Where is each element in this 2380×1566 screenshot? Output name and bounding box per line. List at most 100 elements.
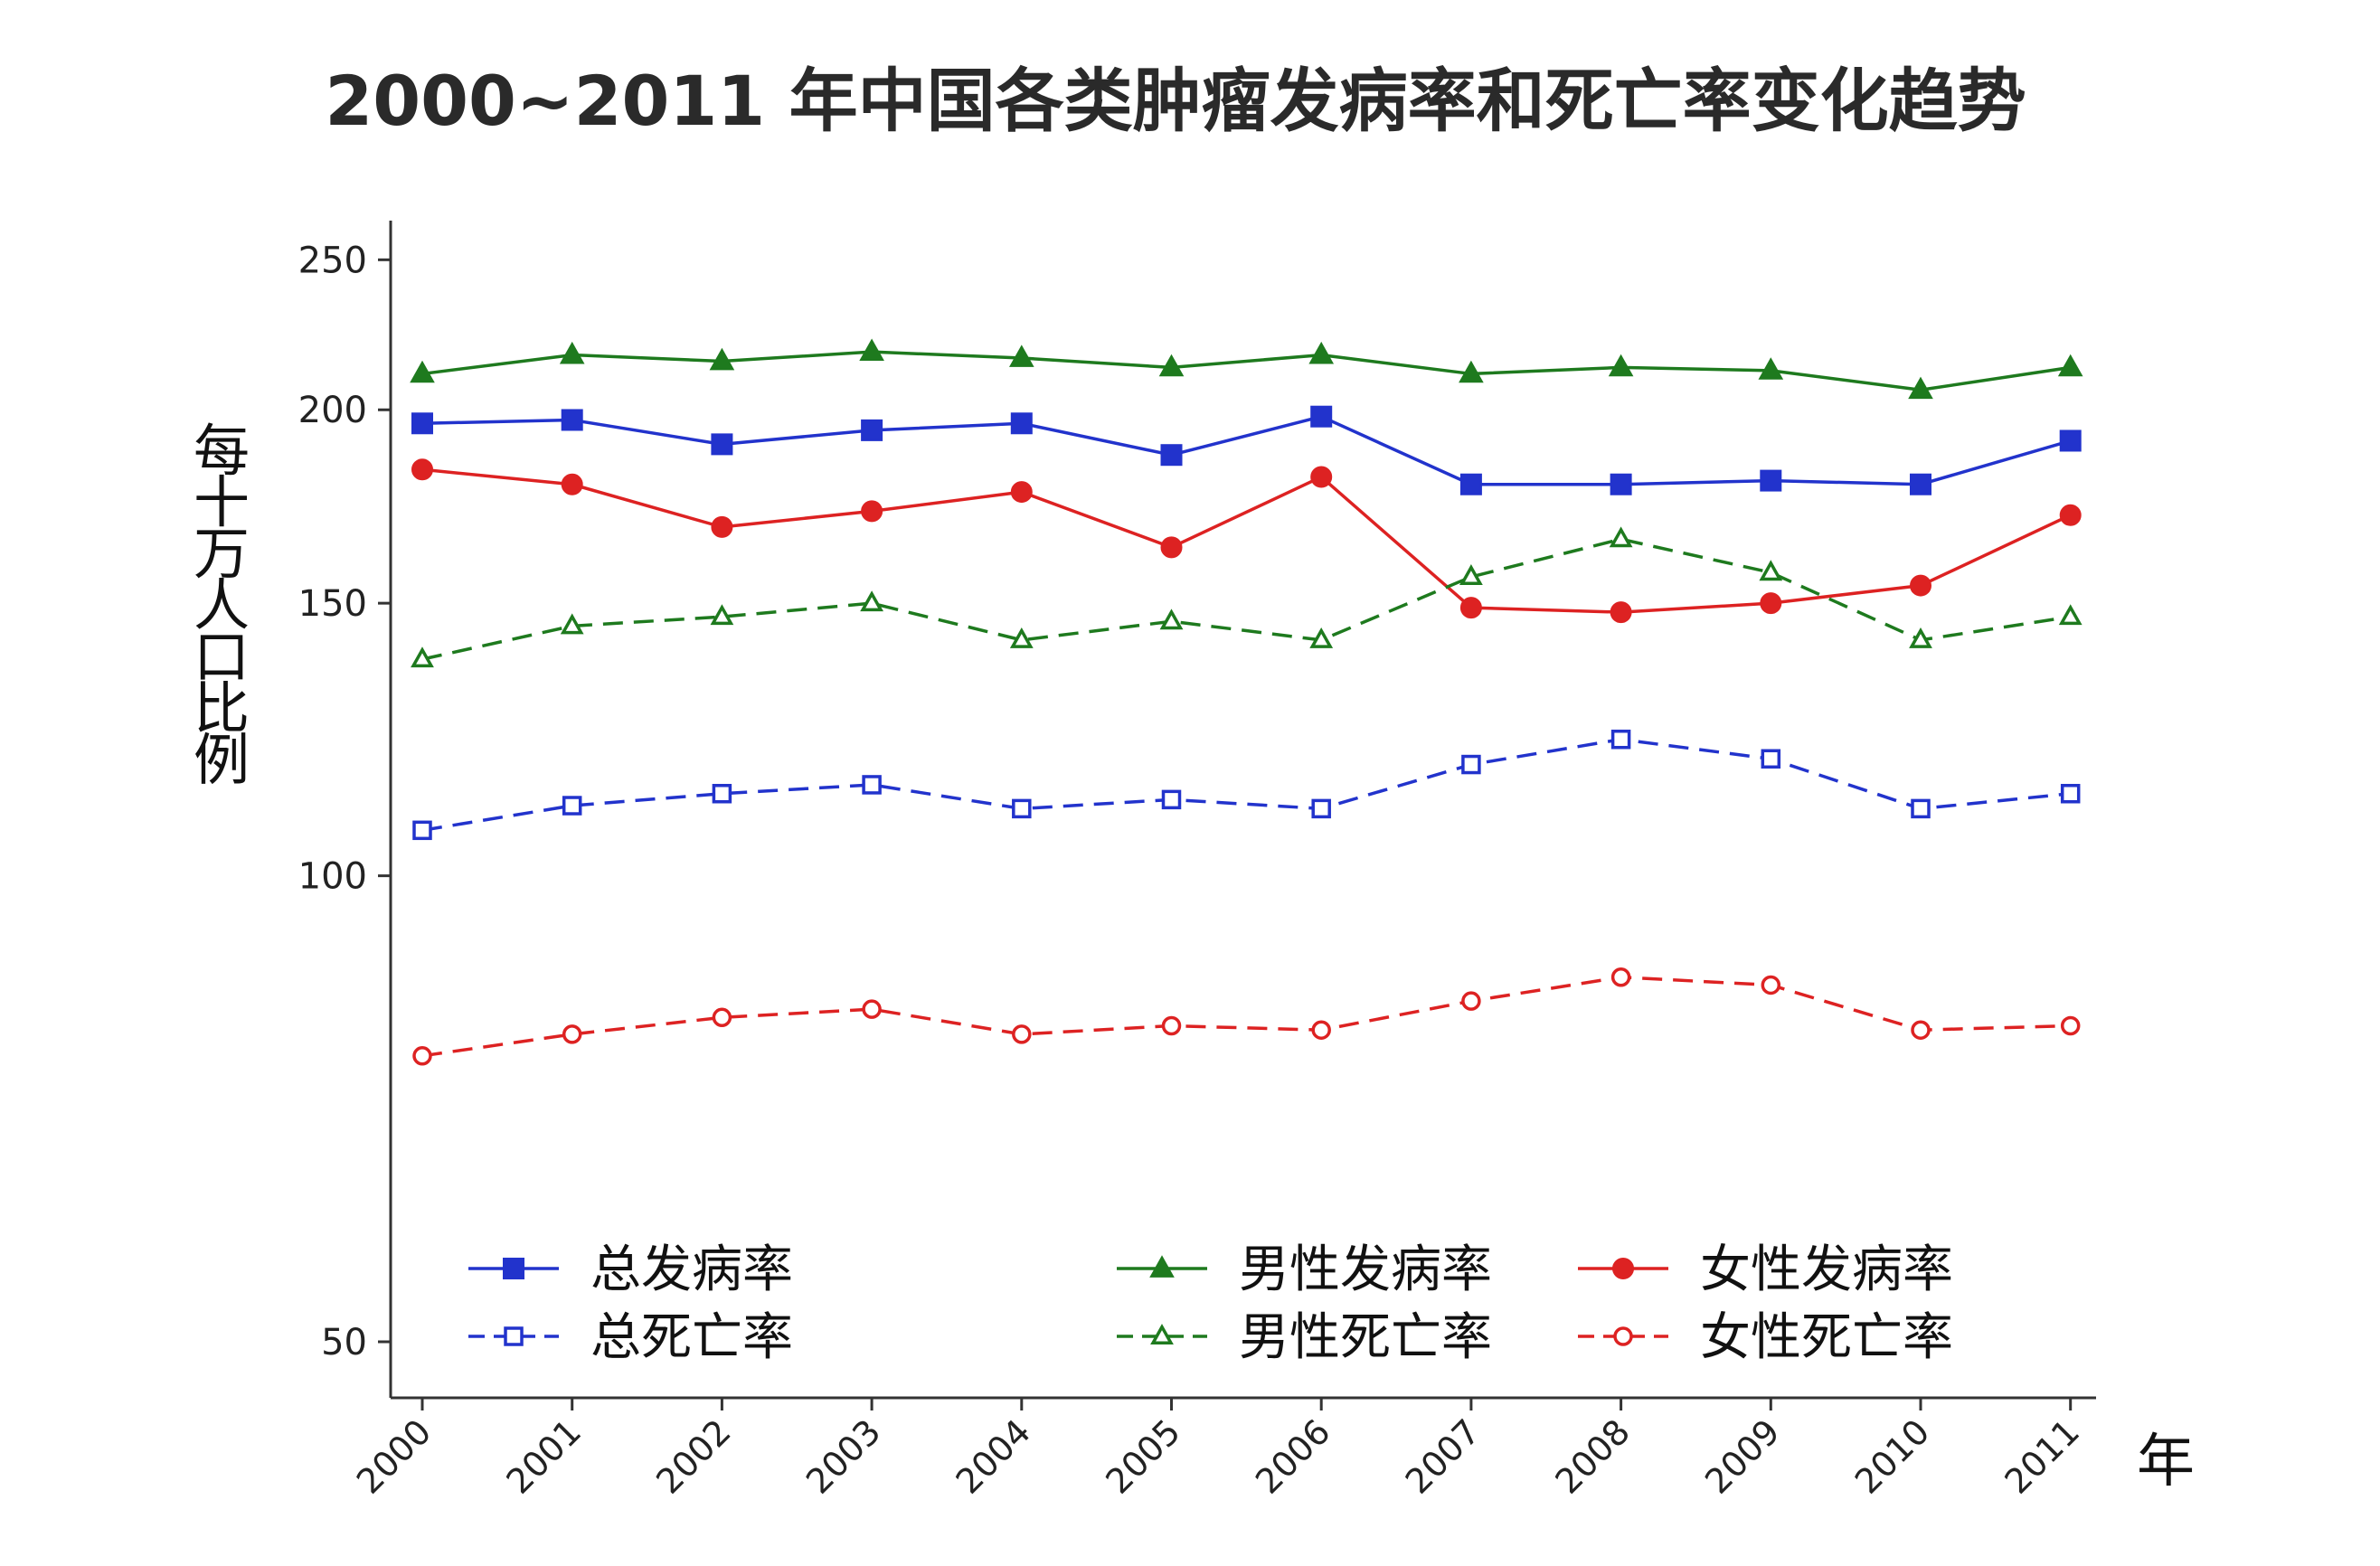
data-point [560,613,584,635]
legend-label: 女性死亡率 [1700,1308,1953,1367]
data-point [410,360,435,383]
data-point [2059,504,2082,526]
data-point [1608,354,1634,377]
x-tick-label: 2008 [1547,1411,1638,1502]
data-point [561,409,583,431]
x-tick-label: 2007 [1398,1411,1488,1502]
data-point [861,419,883,441]
legend-label: 总发病率 [590,1241,793,1299]
data-point [1009,627,1034,648]
legend-item: 总死亡率 [468,1308,793,1367]
x-tick-label: 2006 [1248,1411,1338,1502]
x-tick-label: 2003 [798,1411,889,1502]
data-point [2060,1015,2081,1036]
series-5 [411,526,2082,668]
y-tick-label: 150 [298,583,367,625]
data-point [1309,627,1334,648]
legend-item: 总发病率 [468,1241,793,1299]
y-tick-label: 250 [298,240,367,281]
data-point [1610,473,1632,495]
legend-marker [1612,1258,1634,1279]
legend-label: 女性发病率 [1700,1241,1953,1299]
data-point [1161,1015,1182,1036]
data-point [1761,975,1781,995]
data-point [1012,1024,1032,1044]
data-point [861,500,883,523]
data-point [1310,466,1333,488]
y-axis-label-char: 例 [194,727,250,793]
data-point [712,1007,732,1028]
x-tick-label: 2004 [949,1411,1039,1502]
series-line [421,467,2072,614]
data-point [1760,592,1782,615]
data-point [1459,597,1482,619]
y-tick-label: 200 [298,390,367,431]
x-tick-label: 2000 [349,1411,439,1502]
data-point [1759,560,1783,581]
x-tick-label: 2011 [1998,1411,2088,1502]
data-point [1461,754,1481,775]
x-tick-label: 2002 [648,1411,739,1502]
y-tick-label: 100 [298,856,367,898]
y-axis-label-char: 人 [194,572,250,638]
data-point [1610,601,1632,624]
data-point [2060,783,2081,804]
data-point [411,412,433,435]
plot-area: 50 100 150 200 250 2000 2001 2002 2003 2004 2005 20… [298,221,2096,1502]
data-point [1311,1020,1331,1040]
legend-item: 女性发病率 [1578,1241,1953,1299]
y-axis-label-char: 口 [194,624,250,690]
data-point [862,999,882,1019]
y-axis-label-char: 比 [194,675,250,741]
data-point [860,590,883,612]
series-6 [412,967,2081,1066]
data-point [1909,627,1932,648]
data-point [1311,798,1331,819]
data-point [710,604,734,626]
data-point [862,775,882,795]
data-point [1910,574,1931,597]
data-point [1911,1020,1931,1040]
y-tick-label: 50 [321,1322,367,1363]
data-point [412,820,432,841]
data-point [1160,444,1183,467]
data-point [709,347,735,371]
legend-marker [503,1258,524,1279]
data-point [411,646,434,668]
y-axis-label-char: 十 [194,469,250,535]
data-point [411,458,433,481]
data-point [1908,376,1933,400]
data-point [1010,481,1033,504]
data-point [711,433,733,456]
legend-marker [1613,1326,1633,1346]
series-line [421,537,2071,661]
series-2 [410,338,2083,400]
data-point [1158,354,1185,377]
data-point [1012,798,1032,819]
data-point [1159,608,1184,630]
data-point [559,341,585,364]
x-tick-label: 2009 [1697,1411,1788,1502]
data-point [1010,412,1033,435]
series-line [421,414,2072,486]
data-point [1609,526,1633,548]
data-point [412,1046,432,1066]
data-point [562,796,582,816]
series-3 [411,458,2082,624]
y-axis-label-char: 每 [194,418,250,484]
legend-label: 总死亡率 [590,1308,793,1367]
data-point [562,1024,582,1044]
legend-label: 男性发病率 [1239,1241,1492,1299]
data-point [2059,429,2082,452]
x-tick-label: 2005 [1098,1411,1188,1502]
series-4 [412,729,2081,841]
data-point [1459,564,1483,585]
series-1 [411,405,2082,495]
chart-title: 2000~2011 年中国各类肿瘤发病率和死亡率变化趋势 [325,61,2026,141]
data-point [1308,341,1335,364]
data-point [711,515,733,538]
data-point [2058,604,2082,626]
data-point [2057,354,2083,377]
